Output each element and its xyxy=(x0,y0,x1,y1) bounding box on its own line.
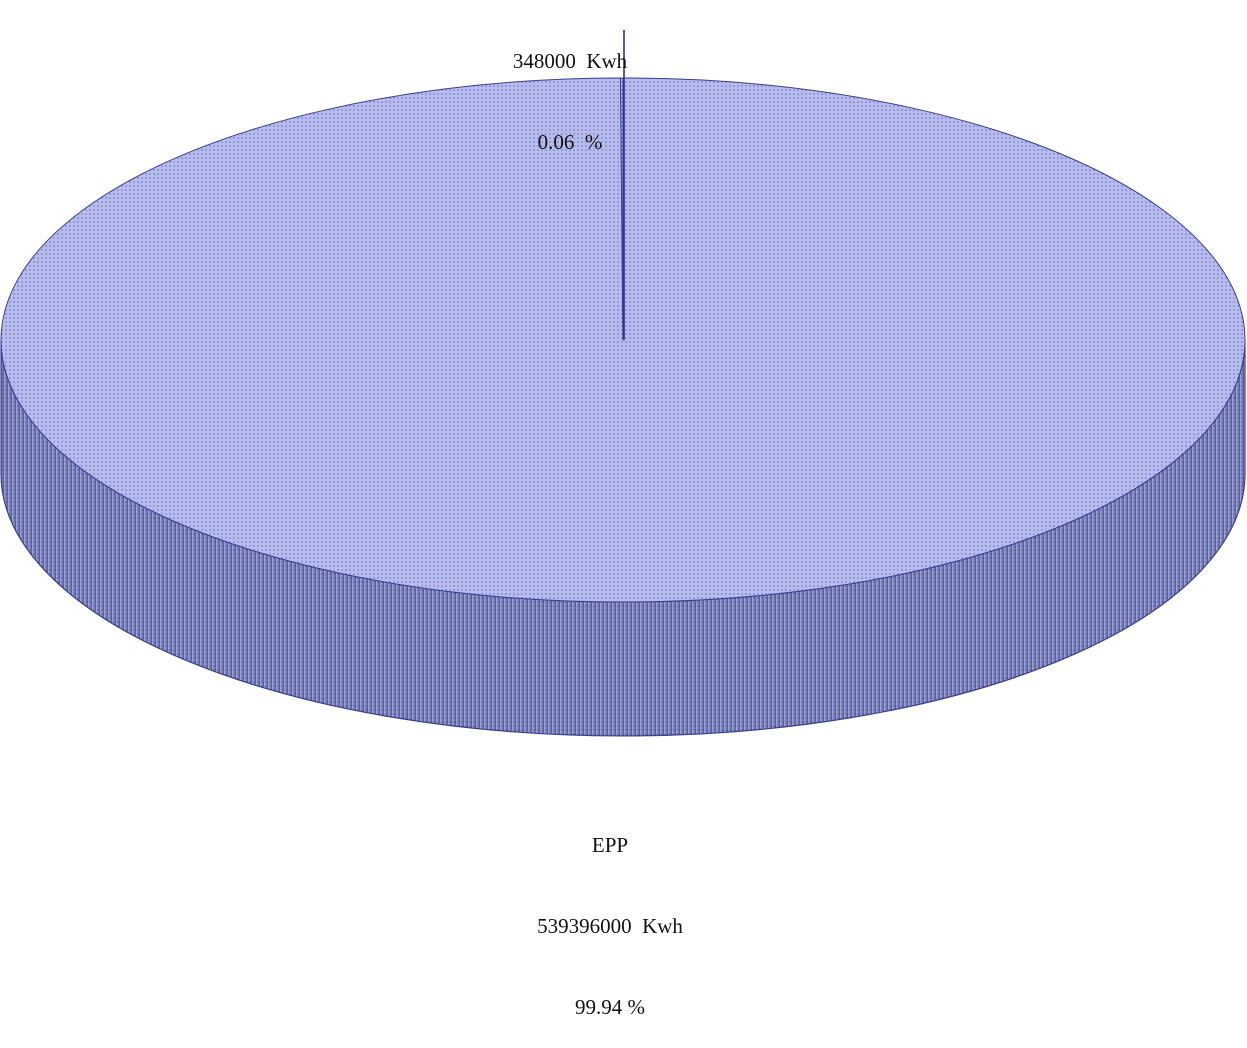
slice-percent-label: 99.94 % xyxy=(575,995,645,1019)
slice-percent-label: 0.06 % xyxy=(537,130,603,154)
slice-label-epp: EPP 539396000 Kwh 99.94 % xyxy=(460,778,760,1048)
slice-label-small: 348000 Kwh 0.06 % xyxy=(420,0,720,183)
pie-slice-small xyxy=(619,77,624,341)
pie-chart xyxy=(0,30,1246,737)
slice-name-label: EPP xyxy=(591,833,629,857)
slice-value-label: 539396000 Kwh xyxy=(537,914,683,938)
slice-value-label: 348000 Kwh xyxy=(512,49,628,73)
